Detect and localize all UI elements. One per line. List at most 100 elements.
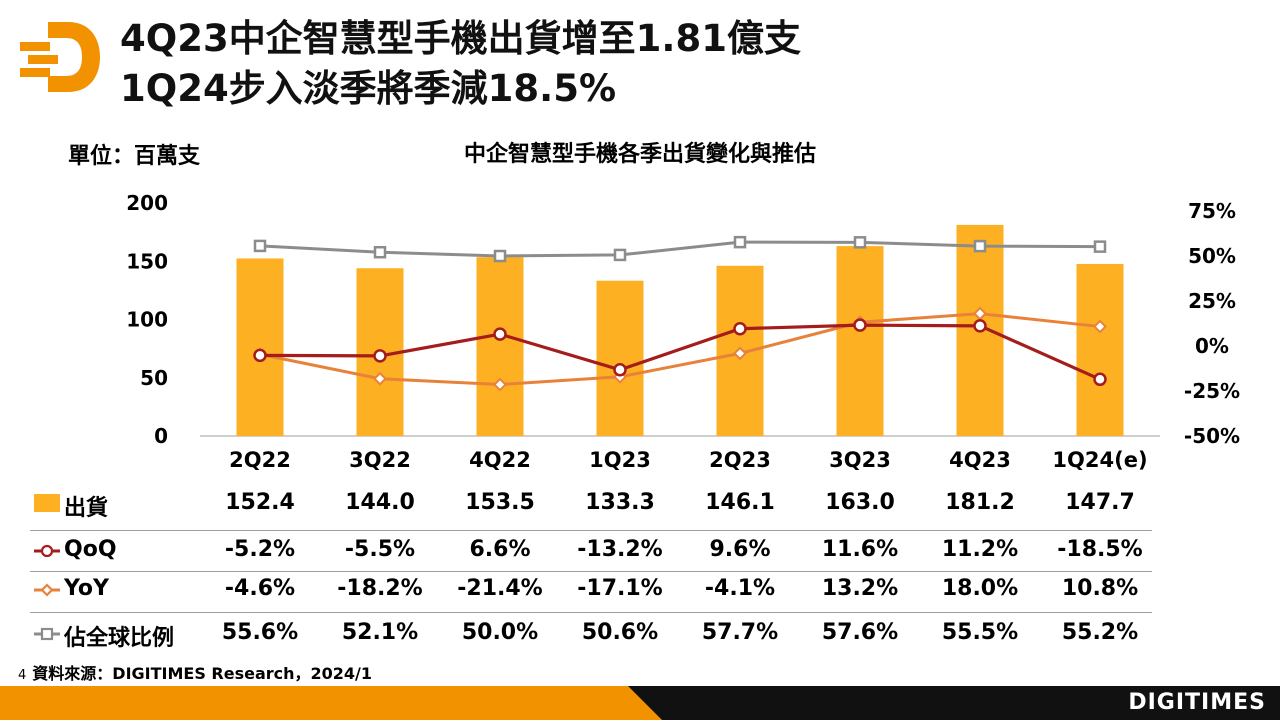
table-cell: 152.4	[225, 490, 295, 515]
page-title-line-2: 1Q24步入淡季將季減18.5%	[120, 67, 617, 110]
right-axis-tick-label: -50%	[1184, 424, 1240, 448]
table-cell: 50.6%	[581, 620, 659, 645]
x-axis-category-label: 3Q23	[829, 448, 891, 472]
table-cell: -5.2%	[224, 537, 296, 562]
legend-key-circle	[34, 544, 60, 558]
legend-key-square	[34, 627, 60, 641]
table-cell: -18.2%	[337, 576, 423, 601]
x-axis-category-label: 4Q23	[949, 448, 1011, 472]
bar-1q23	[596, 280, 644, 436]
yoy-point	[493, 377, 507, 392]
share-point	[733, 235, 747, 249]
legend-key-bar	[34, 494, 60, 512]
left-axis-tick-label: 100	[126, 308, 168, 332]
source-note: 4 資料來源：DIGITIMES Research，2024/1	[18, 660, 372, 684]
table-cell: -18.5%	[1057, 537, 1143, 562]
right-axis-tick-label: 50%	[1188, 244, 1236, 268]
table-cell: 147.7	[1065, 490, 1135, 515]
qoq-point	[373, 349, 387, 363]
share-point	[373, 245, 387, 259]
legend-label: 出貨	[64, 496, 109, 521]
share-point	[853, 236, 867, 249]
table-cell: 55.2%	[1061, 620, 1139, 645]
table-cell: 13.2%	[821, 576, 899, 601]
table-cell: -5.5%	[344, 537, 416, 562]
table-cell: -4.1%	[704, 576, 776, 601]
brand-wordmark: DIGITIMES	[1128, 690, 1266, 715]
bar-4q22	[476, 257, 524, 436]
share-point	[493, 249, 507, 263]
yoy-point	[373, 371, 387, 386]
shipment-combo-chart: 200 150 100 50 0 75% 50% 25% 0% -25% -50% 2Q22 3Q22 4…	[126, 191, 1240, 472]
table-cell: 144.0	[345, 490, 415, 515]
qoq-point	[853, 318, 867, 332]
chart-title: 中企智慧型手機各季出貨變化與推估	[463, 142, 816, 167]
left-axis-tick-label: 150	[126, 249, 168, 273]
table-cell: 163.0	[825, 490, 895, 515]
bar-1q24e	[1076, 263, 1124, 436]
right-axis-tick-label: 0%	[1195, 334, 1229, 358]
legend-key-diamond	[34, 583, 60, 597]
table-cell: 10.8%	[1061, 576, 1139, 601]
series-line-diamond	[259, 312, 1101, 387]
right-axis-tick-label: -25%	[1184, 379, 1240, 403]
bar-3q23	[836, 246, 884, 436]
table-cell: 6.6%	[469, 537, 531, 562]
x-axis-category-label: 4Q22	[469, 448, 531, 472]
qoq-point	[613, 363, 627, 377]
table-cell: 57.7%	[701, 620, 779, 645]
table-cell: 181.2	[945, 490, 1015, 515]
table-cell: 153.5	[465, 490, 535, 515]
table-cell: 11.6%	[821, 537, 899, 562]
digitimes-d-logo-icon	[20, 22, 100, 92]
legend-label: 佔全球比例	[64, 626, 175, 651]
left-axis-tick-label: 200	[126, 191, 168, 215]
table-cell: 133.3	[585, 490, 655, 515]
share-point	[613, 248, 627, 262]
table-row-divider	[30, 612, 1152, 613]
legend-label: YoY	[64, 576, 109, 601]
qoq-point	[1093, 372, 1107, 387]
yoy-point	[733, 346, 747, 361]
x-axis-category-label: 2Q23	[709, 448, 771, 472]
table-cell: -17.1%	[577, 576, 663, 601]
table-cell: 52.1%	[341, 620, 419, 645]
share-point	[253, 239, 267, 253]
table-cell: 9.6%	[709, 537, 771, 562]
left-axis-tick-label: 0	[154, 424, 168, 448]
table-cell: 55.5%	[941, 620, 1019, 645]
table-row-divider	[30, 571, 1152, 572]
source-text: 資料來源：DIGITIMES Research，2024/1	[32, 664, 373, 683]
right-axis-tick-label: 25%	[1188, 289, 1236, 313]
footer-bar	[0, 686, 1280, 720]
table-cell: 18.0%	[941, 576, 1019, 601]
bar-2q22	[236, 258, 284, 436]
table-cell: 50.0%	[461, 620, 539, 645]
x-axis-category-label: 1Q24(e)	[1052, 448, 1147, 472]
table-cell: -21.4%	[457, 576, 543, 601]
footer-dark-band	[628, 686, 1280, 720]
table-row-divider	[30, 530, 1152, 531]
series-line-circle	[259, 323, 1101, 381]
x-axis-category-label: 2Q22	[229, 448, 291, 472]
table-cell: 57.6%	[821, 620, 899, 645]
page-number: 4	[18, 668, 27, 683]
table-cell: -13.2%	[577, 537, 663, 562]
right-axis-tick-label: 75%	[1188, 199, 1236, 223]
table-cell: 55.6%	[221, 620, 299, 645]
left-axis-tick-label: 50	[140, 366, 168, 390]
x-axis-category-label: 3Q22	[349, 448, 411, 472]
yoy-point	[1093, 319, 1107, 334]
qoq-point	[973, 319, 987, 333]
legend-label: QoQ	[64, 537, 117, 562]
qoq-point	[493, 327, 507, 341]
page-title-line-1: 4Q23中企智慧型手機出貨增至1.81億支	[120, 17, 801, 60]
share-point	[973, 239, 987, 253]
table-cell: 11.2%	[941, 537, 1019, 562]
qoq-point	[253, 348, 267, 363]
series-line-square	[259, 240, 1101, 258]
x-axis-category-label: 1Q23	[589, 448, 651, 472]
share-point	[1093, 240, 1107, 253]
table-cell: -4.6%	[224, 576, 296, 601]
unit-label: 單位：百萬支	[68, 144, 201, 169]
